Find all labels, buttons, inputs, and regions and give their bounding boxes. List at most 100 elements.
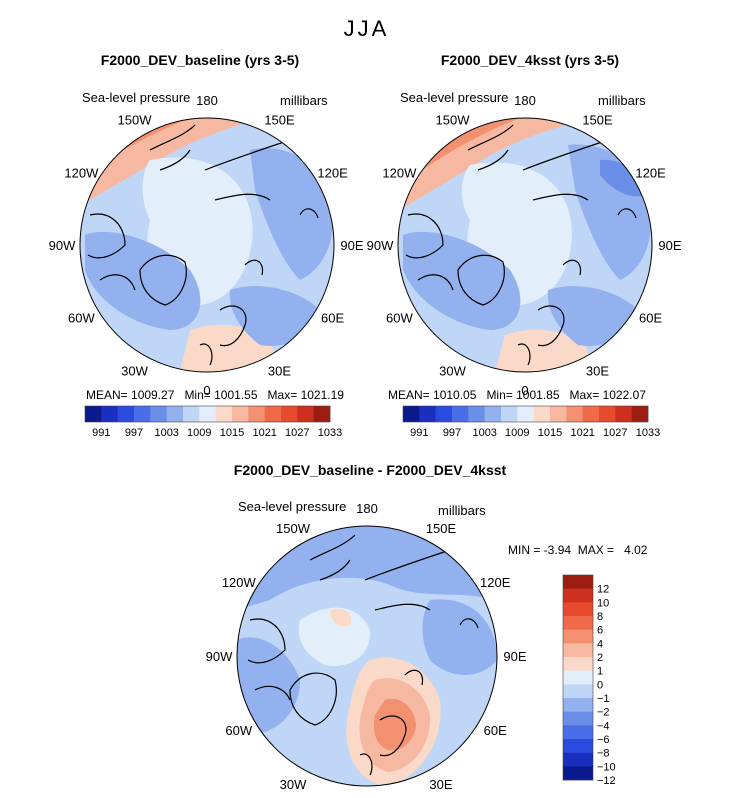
panel-title-baseline: F2000_DEV_baseline (yrs 3-5) [100,52,300,68]
colorbar-swatch [166,406,184,422]
contour-pacific-low [237,526,497,610]
units-label-baseline: millibars [280,93,328,108]
colorbar-tick-label: 997 [443,427,461,439]
colorbar-tick-label: 1009 [187,427,211,439]
colorbar-tick-label: 1 [597,666,603,678]
colorbar-tick-label: −2 [597,707,610,719]
polar-map-diff [236,525,498,787]
colorbar-swatch [452,406,469,422]
colorbar-tick-label: −12 [597,775,616,787]
colorbar-tick-label: 10 [597,597,609,609]
colorbar-baseline [84,405,331,423]
colorbar-swatch [599,406,616,422]
colorbar-tick-label: 1015 [538,427,562,439]
colorbar-diff [562,574,594,781]
contour-east-low [229,286,320,346]
panel-title-diff: F2000_DEV_baseline - F2000_DEV_4ksst [233,462,507,478]
coastline-canada [87,213,136,291]
colorbar-swatch [563,657,593,671]
colorbar-tick-label: 1027 [285,427,309,439]
colorbar-swatch [615,406,632,422]
map-border [236,525,498,787]
colorbar-swatch [563,711,593,726]
stats-4ksst: MEAN= 1010.05 Min= 1001.85 Max= 1022.07 [388,388,646,402]
longitude-label: 150E [264,112,295,127]
coastline-greenland [289,672,337,726]
longitude-label: 120W [222,575,257,590]
field-label-4ksst: Sea-level pressure [400,90,509,105]
stats-min-value: 1001.55 [214,388,258,402]
contour-siberia-core [600,159,645,197]
colorbar-tick-label: 0 [597,679,603,691]
coastline-canada [247,618,291,701]
coastline-europe [199,305,247,366]
coastline-islands [562,208,637,276]
colorbar-tick-label: 1003 [154,427,178,439]
colorbar-tick-label: 6 [597,625,603,637]
colorbar-swatch [403,406,420,422]
stats-min-label: Min= [486,388,513,402]
stats-max-label: Max= [267,388,298,402]
stats-baseline: MEAN= 1009.27 Min= 1001.55 Max= 1021.19 [86,388,344,402]
coastline-greenland [139,254,187,306]
longitude-label: 120E [635,166,666,181]
longitude-label: 0 [203,383,210,398]
map-border [397,117,653,373]
colorbar-swatch [563,575,593,589]
colorbar-swatch [183,406,200,422]
colorbar-tick-label: −8 [597,748,610,760]
coastline-islands [244,208,319,276]
contour-atlantic-low [85,231,201,330]
colorbar-swatch [563,698,593,712]
colorbar-swatch [297,406,314,422]
contour-europe-positive-4 [373,698,416,751]
longitude-label: 150W [436,112,471,127]
stats-mean-value: 1009.27 [131,388,175,402]
longitude-label: 120W [382,166,417,181]
colorbar-tick-label: 1027 [603,427,627,439]
colorbar-tick-label: 1021 [252,427,276,439]
stats-min-label: Min= [184,388,211,402]
coastline-europe [359,715,407,776]
colorbar-swatch [281,406,298,422]
colorbar-swatch [563,616,593,630]
colorbar-swatch [501,406,518,422]
longitude-label: 60E [484,723,507,738]
colorbar-tick-label: 1009 [505,427,529,439]
colorbar-swatch [563,752,593,767]
longitude-label: 150E [582,112,613,127]
colorbar-tick-label: 1033 [636,427,660,439]
colorbar-swatch [563,766,593,781]
colorbar-swatch [563,670,593,685]
longitude-label: 30E [268,364,291,379]
colorbar-swatch [313,406,331,422]
colorbar-swatch [550,406,567,422]
longitude-label: 180 [514,93,536,108]
longitude-label: 60E [321,311,344,326]
map-border [79,117,335,373]
colorbar-swatch [199,406,216,422]
colorbar-frame [562,574,594,781]
colorbar-swatch [563,725,593,740]
longitude-labels: 180150E120E90E60E30E030W60W90W120W150W18… [49,93,682,798]
colorbar-frame [402,405,649,423]
colorbar-swatch [582,406,600,422]
colorbar-tick-label: −6 [597,734,610,746]
colorbar-tick-label: 991 [92,427,110,439]
units-label-diff: millibars [438,503,486,518]
coastline-canada [405,213,454,291]
colorbar-swatch [264,406,282,422]
colorbar-frame [84,405,331,423]
colorbar-swatch [484,406,502,422]
colorbar-swatch [85,406,102,422]
colorbar-swatch [248,406,265,422]
colorbar-tick-label: 1015 [220,427,244,439]
colorbar-tick-label: 1033 [318,427,342,439]
colorbar-tick-labels: 991 997 1003 1009 1015 1021 1027 1033 991 997 1003… [92,427,660,787]
longitude-label: 90E [340,238,363,253]
coastline-europe [517,305,565,366]
longitude-label: 90W [49,238,76,253]
colorbar-swatch [134,406,151,422]
colorbar-swatch [563,684,593,699]
longitude-label: 60E [639,311,662,326]
